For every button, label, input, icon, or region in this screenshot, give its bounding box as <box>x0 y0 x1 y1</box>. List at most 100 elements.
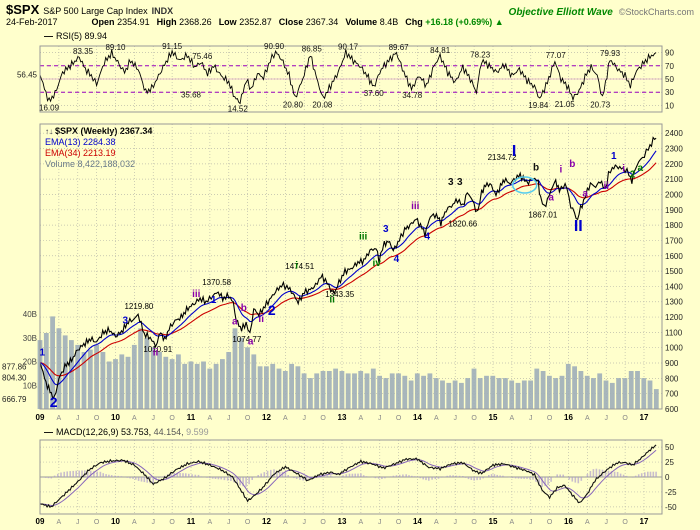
year-tick-label: 15 <box>489 413 498 422</box>
rsi-extreme-label: 20.73 <box>590 100 611 109</box>
volume-axis-label: 40B <box>23 310 37 319</box>
copyright-link[interactable]: ©StockCharts.com <box>618 7 694 17</box>
month-tick-label: J <box>227 519 231 526</box>
month-tick-label: A <box>359 415 364 422</box>
year-tick-label: 14 <box>413 517 422 526</box>
wave-label: ii <box>258 314 264 325</box>
symbol: $SPX <box>6 2 40 17</box>
wave-label: 3 <box>383 224 389 235</box>
grid <box>39 46 662 514</box>
wave-label: iii <box>192 289 201 300</box>
chart-date: 24-Feb-2017 <box>6 17 58 27</box>
macd-axis-label: 50 <box>665 443 674 452</box>
rsi-line-icon: — <box>44 31 53 41</box>
wave-label: 2 <box>268 302 276 318</box>
quote-low: Low 2352.87 <box>219 17 272 27</box>
change-up-icon: ▲ <box>494 17 504 27</box>
month-tick-label: O <box>245 415 251 422</box>
price-point-label: 1343.35 <box>325 290 354 299</box>
price-axis-label: 2200 <box>665 160 683 169</box>
month-tick-label: A <box>132 519 137 526</box>
month-tick-label: O <box>396 519 402 526</box>
month-tick-label: A <box>283 519 288 526</box>
year-tick-label: 11 <box>187 413 196 422</box>
rsi-extreme-label: 86.85 <box>302 45 323 54</box>
price-legend-row: ↑↓ $SPX (Weekly) 2367.34 <box>45 126 152 137</box>
ema13-legend: EMA(13) 2284.38 <box>45 137 116 147</box>
rsi-extreme-label: 37.60 <box>364 89 385 98</box>
rsi-extreme-label: 16.09 <box>39 103 60 112</box>
close-value: 2367.34 <box>305 17 339 27</box>
rsi-extreme-label: 90.17 <box>338 42 359 51</box>
price-axis-label: 1200 <box>665 313 683 322</box>
price-axis-label: 2100 <box>665 175 683 184</box>
rsi-extreme-label: 35.68 <box>181 90 202 99</box>
month-tick-label: O <box>547 519 553 526</box>
symbol-name: S&P 500 Large Cap Index <box>43 6 148 16</box>
wave-label: iii <box>359 232 368 243</box>
month-tick-label: J <box>303 415 307 422</box>
wave-label: 3 <box>457 177 463 188</box>
wave-label: a <box>582 188 588 199</box>
low-label: Low <box>218 17 237 27</box>
macd-line-icon: — <box>44 427 53 437</box>
macd-legend: — MACD(12,26,9) 53.753, 44.154, 9.599 <box>44 427 209 437</box>
rsi-extreme-label: 84.81 <box>430 46 451 55</box>
chg-value: +16.18 (+0.69%) <box>425 17 493 27</box>
quote-close: Close 2367.34 <box>279 17 339 27</box>
rsi-extreme-label: 19.84 <box>528 101 549 110</box>
month-tick-label: J <box>76 519 80 526</box>
wave-label: 4 <box>394 254 400 265</box>
month-tick-label: A <box>510 415 515 422</box>
wave-label: 1 <box>39 347 45 358</box>
macd-axis-label: -50 <box>665 503 677 512</box>
volume-axis-label: 20B <box>23 358 37 367</box>
macd-signal-line <box>40 449 657 506</box>
month-tick-label: A <box>359 519 364 526</box>
month-tick-label: J <box>529 415 533 422</box>
price-axis-label: 1900 <box>665 206 683 215</box>
rsi-axis-label: 10 <box>665 101 674 110</box>
month-tick-label: J <box>76 415 80 422</box>
wave-label: 1 <box>611 151 617 162</box>
header-title-row: $SPX S&P 500 Large Cap Index INDX <box>6 1 173 19</box>
wave-label: 3 <box>123 316 129 327</box>
wave-label: 1 <box>211 295 217 306</box>
wave-label: a <box>548 192 554 203</box>
chg-label: Chg <box>405 17 423 27</box>
rsi-extreme-label: 91.15 <box>162 42 183 51</box>
open-value: 2354.91 <box>117 17 150 27</box>
month-tick-label: O <box>622 415 628 422</box>
early-price-label: 804.30 <box>2 374 27 383</box>
month-tick-label: J <box>152 415 156 422</box>
month-tick-label: J <box>529 519 533 526</box>
main-legend: ↑↓ $SPX (Weekly) 2367.34 EMA(13) 2284.38 … <box>45 126 152 170</box>
highlight-ellipse <box>511 176 538 194</box>
month-tick-label: A <box>585 415 590 422</box>
month-tick-label: A <box>208 519 213 526</box>
volume-axis-label: 10B <box>23 381 37 390</box>
price-point-label: 1474.51 <box>285 262 314 271</box>
month-tick-label: A <box>510 519 515 526</box>
month-tick-label: A <box>283 415 288 422</box>
price-axis-label: 2300 <box>665 145 683 154</box>
rsi-extreme-label: 89.10 <box>105 43 126 52</box>
price-point-label: 1219.80 <box>124 302 153 311</box>
year-tick-label: 10 <box>111 413 120 422</box>
rsi-extreme-label: 75.46 <box>192 52 213 61</box>
wave-label: b <box>569 159 575 170</box>
macd-histogram <box>42 468 657 487</box>
quote-change: Chg +16.18 (+0.69%) ▲ <box>405 17 504 27</box>
ema34-legend: EMA(34) 2213.19 <box>45 148 116 158</box>
year-tick-label: 17 <box>640 413 649 422</box>
rsi-extreme-label: 78.23 <box>470 50 491 59</box>
month-tick-label: A <box>57 415 62 422</box>
axis-labels: 907050301056.452400230022002100200019001… <box>2 49 683 512</box>
header-right: Objective Elliott Wave ©StockCharts.com <box>509 2 694 20</box>
month-tick-label: J <box>378 415 382 422</box>
high-label: High <box>156 17 177 27</box>
wave-label: ii <box>603 181 609 192</box>
open-label: Open <box>91 17 115 27</box>
wave-label: a <box>248 337 254 348</box>
